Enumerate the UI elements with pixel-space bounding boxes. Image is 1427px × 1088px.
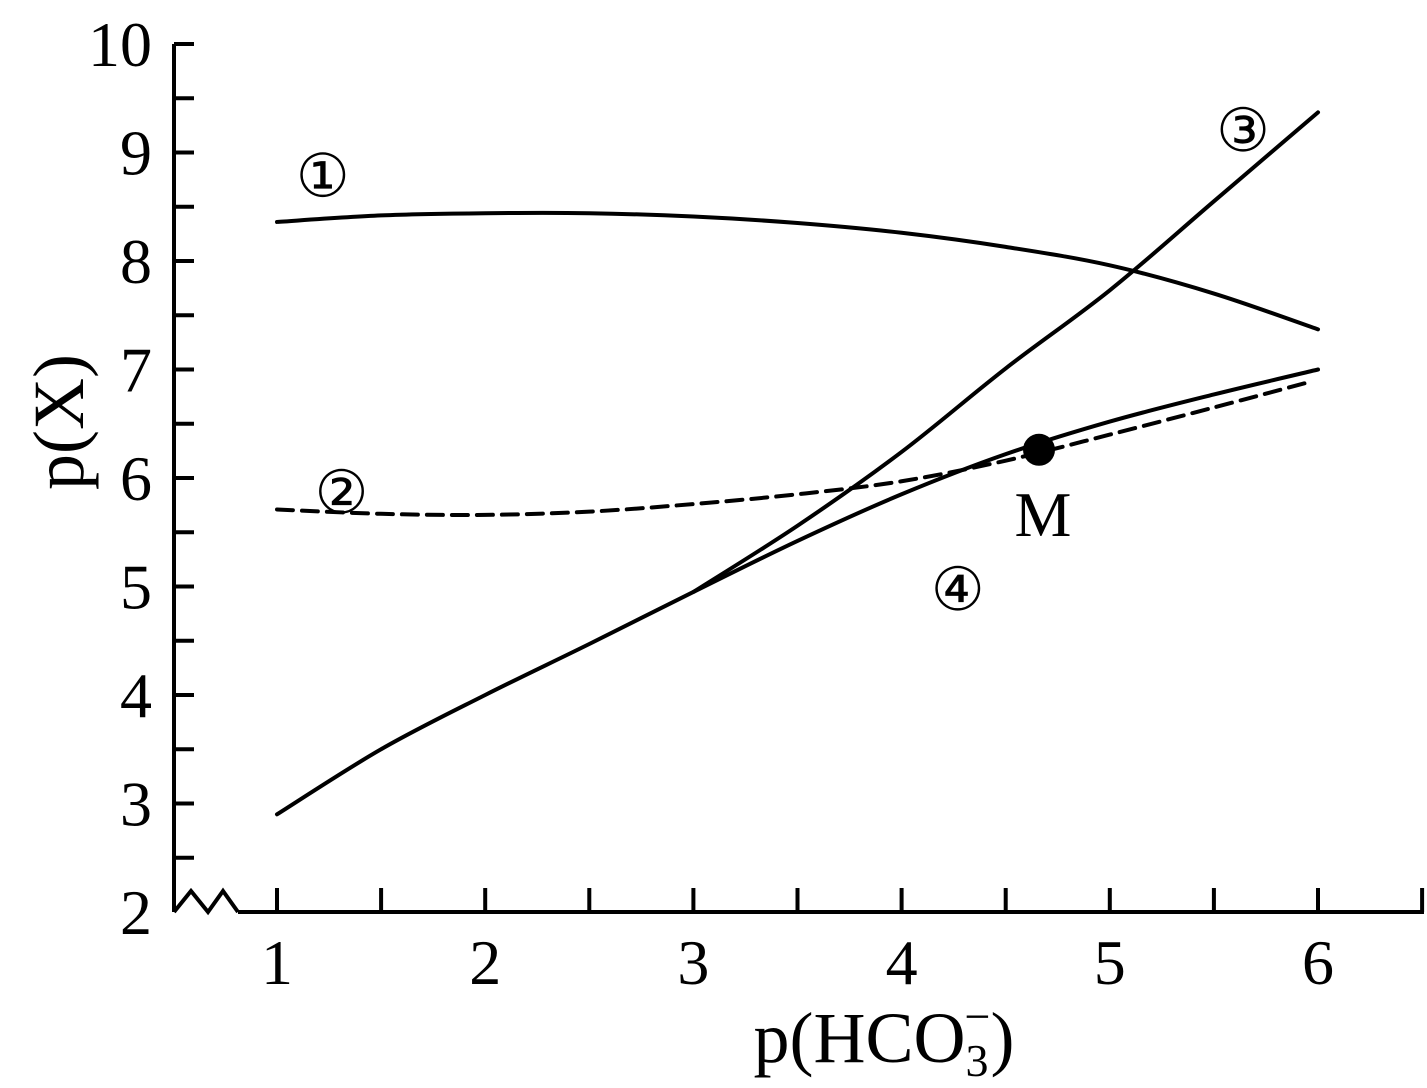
x-tick-label: 4 — [886, 927, 918, 998]
y-tick-label: 2 — [120, 877, 152, 948]
point-label-M: M — [1015, 479, 1072, 550]
y-tick-label: 10 — [88, 9, 152, 80]
curve-label-3: ③ — [1216, 98, 1270, 164]
series-layer — [275, 110, 1320, 817]
series-line-3 — [691, 110, 1320, 594]
point-marker-M — [1023, 433, 1056, 466]
y-tick-label: 3 — [120, 769, 152, 840]
y-tick-label: 6 — [120, 443, 152, 514]
series-line-4 — [275, 367, 1320, 817]
y-tick-label: 4 — [120, 660, 152, 731]
y-axis-break-mark — [172, 887, 240, 916]
x-axis-title-close: ) — [990, 998, 1014, 1078]
curve-label-4: ④ — [931, 557, 985, 623]
annotations: M — [1015, 433, 1072, 550]
y-tick-label: 7 — [120, 335, 152, 406]
y-tick-label: 9 — [120, 118, 152, 189]
y-axis-title: p(X) — [19, 354, 99, 490]
x-axis-title-sup: − — [965, 991, 991, 1042]
y-ticks: 2 3 4 5 6 7 8 9 10 — [88, 9, 194, 948]
y-tick-label: 8 — [120, 226, 152, 297]
x-tick-label: 6 — [1302, 927, 1334, 998]
curve-label-2: ② — [315, 460, 369, 526]
x-axis-title-main: p(HCO — [754, 998, 966, 1078]
x-ticks: 1 2 3 4 5 6 — [261, 888, 1425, 998]
x-axis-title-sub: 3 — [966, 1035, 989, 1086]
series-line-1 — [275, 210, 1320, 332]
x-tick-label: 5 — [1094, 927, 1126, 998]
x-tick-label: 1 — [261, 927, 293, 998]
curve-labels: ① ② ③ ④ — [296, 98, 1270, 623]
axes: 1 2 3 4 5 6 2 3 4 5 6 7 8 9 10 — [88, 9, 1425, 998]
series-line-2 — [275, 380, 1310, 518]
x-tick-label: 3 — [677, 927, 709, 998]
x-tick-label: 2 — [469, 927, 501, 998]
x-axis-title: p(HCO3−) — [754, 991, 1015, 1086]
y-tick-label: 5 — [120, 552, 152, 623]
curve-label-1: ① — [296, 143, 350, 209]
